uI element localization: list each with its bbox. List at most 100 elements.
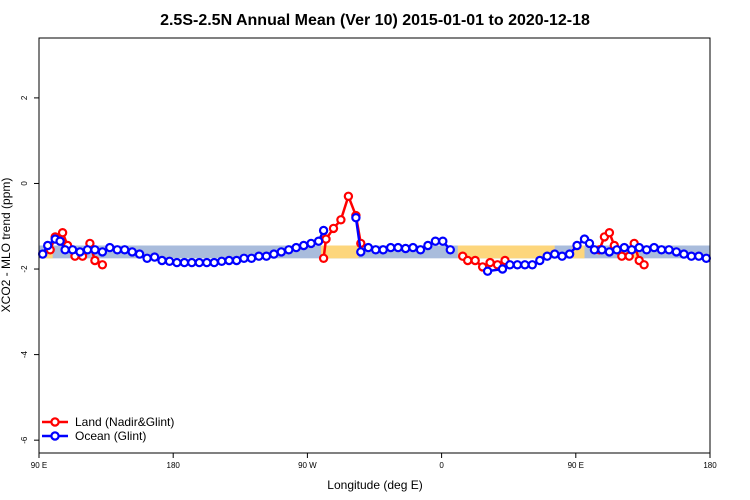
data-point [209, 257, 219, 268]
data-point [393, 242, 403, 253]
data-point [284, 245, 294, 255]
data-point [497, 264, 508, 274]
data-point [564, 249, 575, 259]
x-tick-label: 90 E [568, 461, 584, 470]
data-point [299, 240, 309, 251]
data-point [351, 212, 361, 223]
data-point [520, 260, 530, 270]
data-point [438, 236, 448, 246]
x-tick-label: 0 [439, 461, 444, 470]
legend-marker [50, 431, 60, 441]
data-point [597, 245, 607, 255]
x-tick-label: 90 E [31, 461, 47, 470]
data-point [127, 247, 137, 257]
data-point [470, 255, 480, 266]
land-band-segment [321, 245, 359, 259]
data-point [686, 251, 697, 261]
data-point [291, 242, 301, 253]
land-band-segment [457, 245, 555, 259]
data-point [415, 245, 426, 255]
data-point [694, 251, 704, 261]
y-tick-label: -6 [20, 436, 29, 444]
data-point [336, 215, 346, 225]
x-tick-label: 90 W [298, 461, 317, 470]
data-point [445, 245, 455, 255]
data-point [90, 255, 100, 266]
x-axis: 90 E 180 90 W 0 90 E 180 [31, 453, 717, 470]
data-point [97, 260, 108, 270]
data-point [371, 245, 381, 255]
data-point [90, 245, 100, 255]
data-point [157, 255, 167, 266]
legend-label: Land (Nadir&Glint) [75, 415, 174, 429]
data-point [187, 257, 197, 268]
data-point [202, 257, 212, 268]
data-point [572, 240, 582, 251]
data-point [231, 255, 242, 266]
data-point [649, 242, 659, 253]
data-point [619, 242, 630, 253]
data-point [639, 260, 649, 270]
data-point [261, 251, 272, 261]
data-point [408, 242, 418, 253]
data-point [378, 245, 388, 255]
data-point [527, 260, 538, 270]
x-axis-label: Longitude (deg E) [327, 478, 422, 492]
data-point [67, 245, 78, 255]
data-point [313, 236, 324, 246]
data-point [557, 251, 567, 261]
x-tick-label: 180 [703, 461, 717, 470]
data-point [363, 242, 373, 253]
data-point [604, 247, 615, 257]
data-point [82, 245, 93, 255]
series-ocean [38, 212, 712, 276]
data-point [463, 255, 473, 266]
data-point [482, 266, 493, 276]
data-point [216, 256, 227, 266]
data-point [535, 255, 545, 266]
data-point [641, 245, 652, 255]
data-point [400, 243, 411, 254]
data-point [423, 240, 433, 251]
data-point [43, 240, 53, 251]
data-point [356, 247, 366, 257]
plot-frame [38, 37, 711, 454]
series-land [45, 191, 649, 272]
data-point [55, 236, 65, 246]
y-tick-label: -2 [20, 265, 29, 273]
data-point [328, 223, 339, 234]
data-point [254, 251, 264, 261]
legend-marker [50, 417, 60, 427]
data-point [550, 249, 560, 259]
data-point [172, 257, 182, 268]
legend-item: Land (Nadir&Glint) [42, 415, 174, 429]
data-point [386, 242, 396, 253]
y-tick-label: 0 [20, 181, 29, 186]
data-point [634, 242, 644, 253]
data-point [239, 253, 249, 263]
data-point [701, 253, 712, 263]
data-point [119, 245, 130, 255]
data-point [430, 236, 441, 246]
data-point [179, 257, 190, 268]
data-point [604, 227, 615, 238]
legend-item: Ocean (Glint) [42, 429, 146, 443]
data-point [321, 234, 331, 244]
legend: Land (Nadir&Glint)Ocean (Glint) [42, 415, 174, 443]
data-point [542, 251, 552, 261]
data-point [306, 238, 316, 249]
data-point [224, 255, 234, 266]
data-point [276, 247, 286, 257]
data-point [112, 245, 123, 255]
data-point [512, 260, 523, 270]
data-point [57, 227, 68, 238]
data-point [75, 247, 85, 257]
x-tick-label: 180 [167, 461, 181, 470]
data-point [664, 245, 674, 255]
data-point [142, 253, 152, 263]
data-point [612, 245, 622, 255]
data-point [149, 252, 160, 262]
data-point [656, 245, 667, 255]
data-point [105, 242, 115, 253]
